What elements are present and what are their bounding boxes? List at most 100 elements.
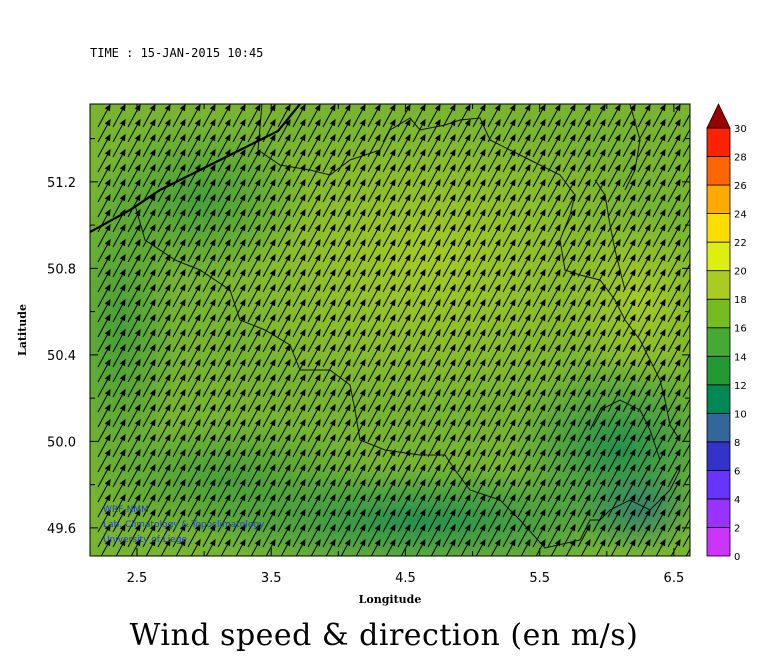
wind-arrow [142, 418, 156, 443]
wind-arrow [382, 493, 396, 518]
colorbar-segment [706, 527, 731, 557]
wind-arrow [277, 433, 291, 458]
wind-arrow [127, 508, 141, 533]
wind-arrow [382, 388, 396, 413]
wind-arrow [262, 463, 276, 488]
wind-arrow [202, 508, 216, 533]
wind-arrow [667, 493, 681, 518]
wind-arrow [337, 148, 351, 173]
wind-arrow [682, 363, 690, 383]
wind-arrow [607, 283, 621, 308]
wind-arrow [247, 508, 261, 533]
wind-arrow [307, 104, 321, 128]
wind-arrow [457, 493, 471, 518]
wind-arrow [592, 238, 606, 263]
wind-arrow [487, 253, 501, 278]
y-tick-label: 49.6 [47, 522, 76, 537]
wind-arrow [592, 463, 606, 488]
wind-arrow [202, 253, 216, 278]
wind-arrow [217, 433, 231, 458]
wind-arrow [325, 538, 336, 556]
wind-arrow [142, 253, 156, 278]
wind-arrow [352, 508, 366, 533]
wind-arrow [487, 208, 501, 233]
wind-arrow [217, 523, 231, 548]
wind-arrow [112, 403, 126, 428]
wind-arrow [397, 508, 411, 533]
wind-arrow [487, 268, 501, 293]
wind-arrow [322, 283, 336, 308]
wind-arrow [427, 238, 441, 263]
wind-arrow [247, 388, 261, 413]
wind-arrow [517, 433, 531, 458]
wind-arrow [667, 328, 681, 353]
wind-arrow [322, 448, 336, 473]
wind-arrow [235, 538, 246, 556]
wind-arrow [622, 448, 636, 473]
wind-arrow [205, 538, 216, 556]
wind-arrow [397, 133, 411, 158]
wind-arrow [412, 418, 426, 443]
wind-arrow [652, 178, 666, 203]
wind-arrow [547, 433, 561, 458]
wind-arrow [562, 208, 576, 233]
wind-arrow [97, 418, 111, 443]
wind-arrow [442, 343, 456, 368]
wind-arrow [217, 343, 231, 368]
wind-arrow [172, 418, 186, 443]
axis-ticks [90, 104, 690, 556]
wind-arrow [202, 523, 216, 548]
wind-arrow [667, 418, 681, 443]
wind-arrow [97, 478, 111, 503]
wind-arrow [547, 148, 561, 173]
wind-arrow [607, 373, 621, 398]
wind-arrow [577, 163, 591, 188]
wind-arrow [547, 268, 561, 293]
wind-arrow [517, 118, 531, 143]
wind-arrow [547, 133, 561, 158]
wind-arrow [667, 118, 681, 143]
wind-arrow [622, 223, 636, 248]
x-tick-label: 3.5 [261, 571, 282, 586]
wind-arrow [97, 253, 111, 278]
wind-arrow [112, 118, 126, 143]
wind-arrow [277, 403, 291, 428]
wind-arrow [97, 223, 111, 248]
wind-arrow [277, 373, 291, 398]
wind-arrow [532, 328, 546, 353]
wind-arrow [292, 403, 306, 428]
wind-arrow [97, 328, 111, 353]
wind-arrow [97, 193, 111, 218]
wind-arrow [127, 178, 141, 203]
wind-arrow [157, 343, 171, 368]
wind-arrow [382, 418, 396, 443]
wind-arrow [277, 388, 291, 413]
wind-arrow [517, 388, 531, 413]
wind-arrow [592, 133, 606, 158]
wind-arrow [172, 343, 186, 368]
wind-arrow [277, 104, 291, 128]
wind-arrow [142, 208, 156, 233]
wind-arrow [322, 238, 336, 263]
wind-arrow [562, 418, 576, 443]
wind-arrow [352, 118, 366, 143]
wind-arrow [112, 388, 126, 413]
wind-arrow [97, 343, 111, 368]
wind-arrow [397, 433, 411, 458]
wind-arrow [277, 193, 291, 218]
wind-arrow [622, 118, 636, 143]
wind-arrow [157, 358, 171, 383]
wind-arrow [352, 104, 366, 128]
wind-arrow [127, 193, 141, 218]
wind-arrow [607, 478, 621, 503]
wind-arrow [352, 283, 366, 308]
wind-arrow [427, 463, 441, 488]
wind-arrow [382, 403, 396, 428]
wind-arrow [112, 463, 126, 488]
wind-arrow [487, 358, 501, 383]
wind-arrow [622, 478, 636, 503]
wind-arrow [382, 298, 396, 323]
map-title: Wind speed & direction (en m/s) [129, 618, 639, 653]
wind-arrow [412, 163, 426, 188]
wind-arrow [247, 313, 261, 338]
